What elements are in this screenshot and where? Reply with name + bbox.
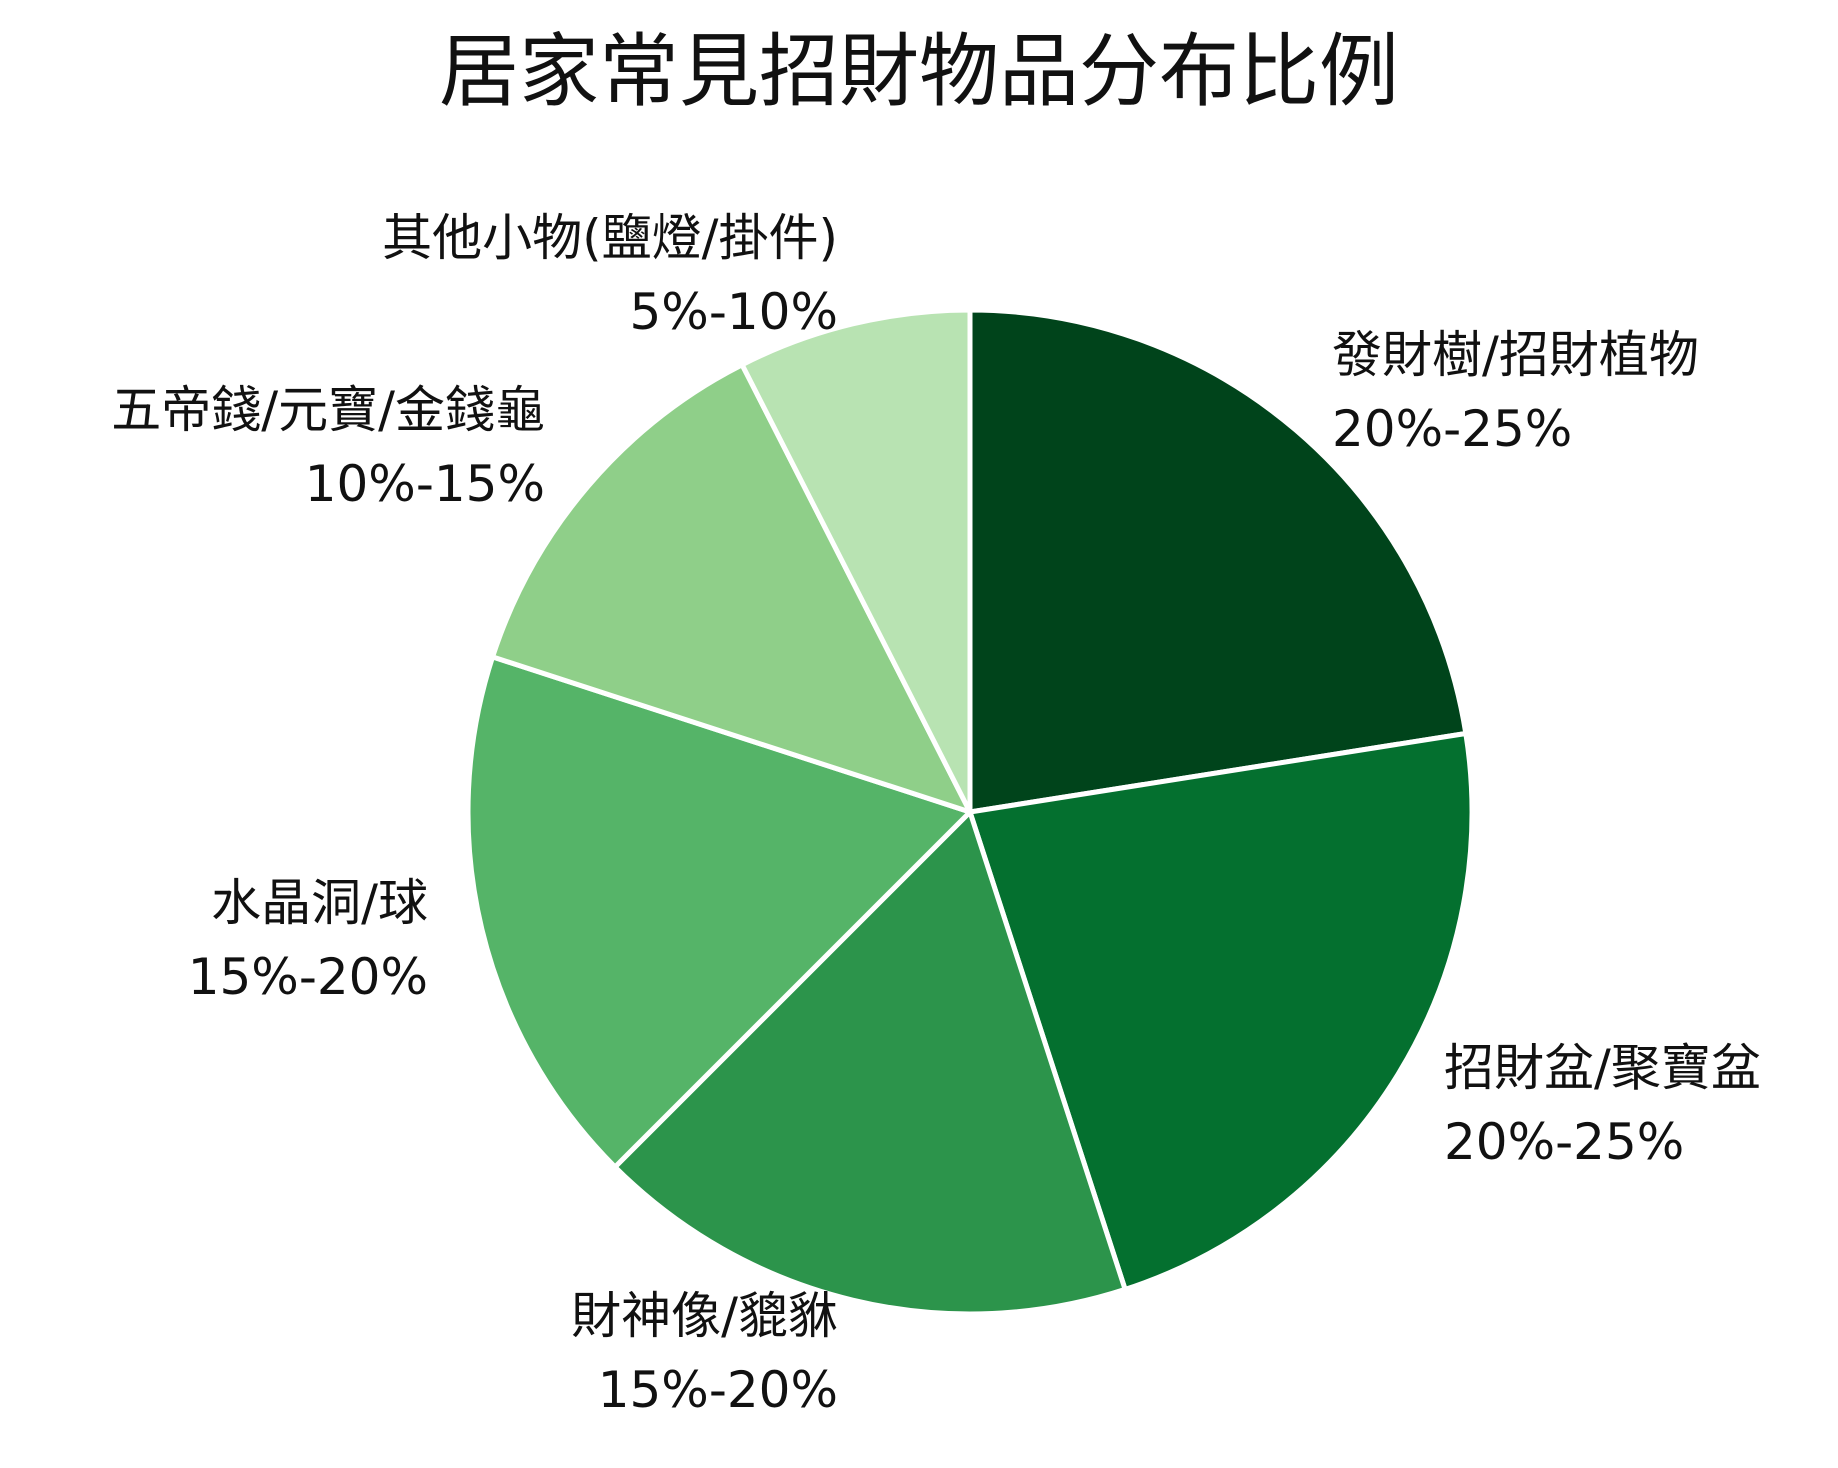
slice-label-1: 發財樹/招財植物 20%-25% <box>1332 326 1699 458</box>
slice-name-label: 發財樹/招財植物 <box>1332 326 1699 384</box>
pie-slice-2 <box>967 730 1475 1292</box>
slice-range-label: 20%-25% <box>1332 400 1572 458</box>
slice-range-label: 10%-15% <box>305 455 545 513</box>
pie-slice-3 <box>612 809 1128 1317</box>
slice-range-label: 15%-20% <box>188 948 428 1006</box>
pie-slices <box>465 307 1475 1317</box>
slice-name-label: 招財盆/聚寶盆 <box>1444 1039 1761 1097</box>
slice-label-5: 五帝錢/元寶/金錢龜 10%-15% <box>111 381 545 513</box>
slice-range-label: 20%-25% <box>1444 1113 1684 1171</box>
slice-label-6: 其他小物(鹽燈/掛件) 5%-10% <box>382 209 838 341</box>
pie-slice-5 <box>490 362 973 815</box>
slice-label-3: 財神像/貔貅 15%-20% <box>571 1287 838 1419</box>
slice-range-label: 15%-20% <box>598 1361 838 1419</box>
slice-name-label: 水晶洞/球 <box>211 874 428 932</box>
slice-label-4: 水晶洞/球 15%-20% <box>188 874 428 1006</box>
chart-title: 居家常見招財物品分布比例 <box>439 25 1399 118</box>
pie-slice-4 <box>465 654 973 1170</box>
slice-name-label: 財神像/貔貅 <box>571 1287 838 1345</box>
slice-label-2: 招財盆/聚寶盆 20%-25% <box>1444 1039 1761 1171</box>
pie-labels: 發財樹/招財植物 20%-25% 招財盆/聚寶盆 20%-25% 財神像/貔貅 15%-2… <box>111 209 1761 1419</box>
slice-name-label: 五帝錢/元寶/金錢龜 <box>111 381 545 439</box>
pie-slice-1 <box>967 307 1469 815</box>
slice-range-label: 5%-10% <box>630 283 839 341</box>
slice-name-label: 其他小物(鹽燈/掛件) <box>382 209 838 267</box>
pie-slice-6 <box>739 307 973 815</box>
